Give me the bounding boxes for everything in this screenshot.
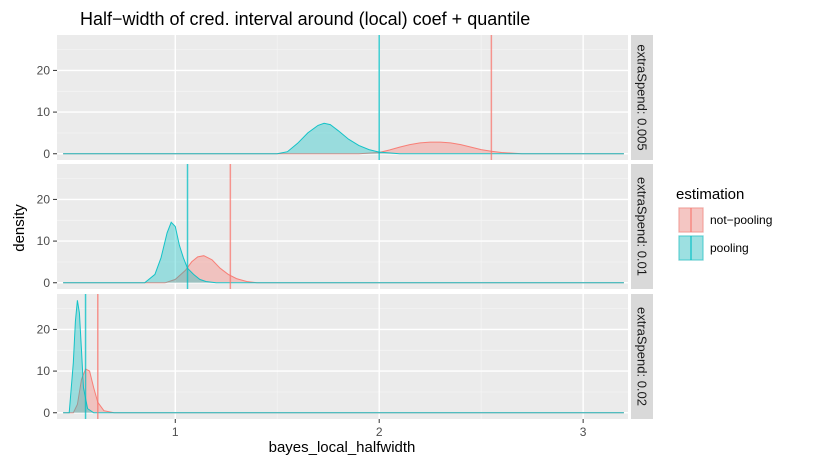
y-tick-label: 10: [37, 234, 51, 248]
density-outline-pooling: [63, 221, 624, 284]
legend-label: not−pooling: [710, 213, 772, 227]
strip-background: [631, 35, 653, 160]
x-axis-title: bayes_local_halfwidth: [269, 439, 416, 456]
y-tick-label: 20: [37, 192, 51, 206]
y-tick-label: 0: [43, 147, 50, 161]
y-tick-label: 20: [37, 322, 51, 336]
x-tick-label: 2: [376, 425, 383, 439]
x-tick-label: 3: [580, 425, 587, 439]
density-outline-pooling: [63, 300, 624, 414]
y-axes: 0 10 20 0 10 20 0 10 20: [37, 63, 57, 420]
y-axis-title: density: [11, 204, 28, 252]
facet-panel-2: [57, 164, 628, 289]
density-outline-pooling: [63, 122, 624, 155]
x-tick-label: 1: [172, 425, 179, 439]
density-area-not-pooling: [63, 255, 624, 283]
strip-background: [631, 164, 653, 289]
y-tick-label: 10: [37, 105, 51, 119]
facet-strips: extraSpend: 0.005 extraSpend: 0.01 extraSp…: [631, 35, 653, 419]
y-axis-2: 0 10 20: [37, 192, 57, 290]
panel-background: [57, 164, 628, 289]
y-tick-label: 0: [43, 406, 50, 420]
legend-label: pooling: [710, 241, 749, 255]
facet-panels: [57, 35, 628, 419]
facet-strip-2: extraSpend: 0.01: [631, 164, 653, 289]
facet-strip-3: extraSpend: 0.02: [631, 294, 653, 419]
y-axis-1: 0 10 20: [37, 63, 57, 161]
density-area-pooling: [63, 123, 624, 154]
density-outline-not-pooling: [63, 368, 624, 414]
strip-background: [631, 294, 653, 419]
y-axis-3: 0 10 20: [37, 322, 57, 420]
facet-strip-1: extraSpend: 0.005: [631, 35, 653, 160]
density-area-pooling: [63, 222, 624, 283]
legend-item-pooling: pooling: [678, 235, 749, 261]
density-outline-not-pooling: [63, 141, 624, 155]
legend-item-not-pooling: not−pooling: [678, 207, 772, 233]
facet-strip-label: extraSpend: 0.005: [635, 44, 650, 150]
panel-background: [57, 35, 628, 160]
legend-title: estimation: [676, 186, 744, 203]
y-tick-label: 10: [37, 364, 51, 378]
y-tick-label: 0: [43, 276, 50, 290]
facet-panel-1: [57, 35, 628, 160]
density-outline-not-pooling: [63, 255, 624, 284]
facet-strip-label: extraSpend: 0.01: [635, 177, 650, 276]
density-area-not-pooling: [63, 142, 624, 154]
facet-strip-label: extraSpend: 0.02: [635, 307, 650, 406]
facet-panel-3: [57, 294, 628, 419]
chart-title: Half−width of cred. interval around (loc…: [80, 9, 530, 29]
x-axis: 1 2 3: [172, 419, 587, 439]
legend: estimation not−pooling pooling: [676, 186, 772, 261]
panel-background: [57, 294, 628, 419]
y-tick-label: 20: [37, 63, 51, 77]
